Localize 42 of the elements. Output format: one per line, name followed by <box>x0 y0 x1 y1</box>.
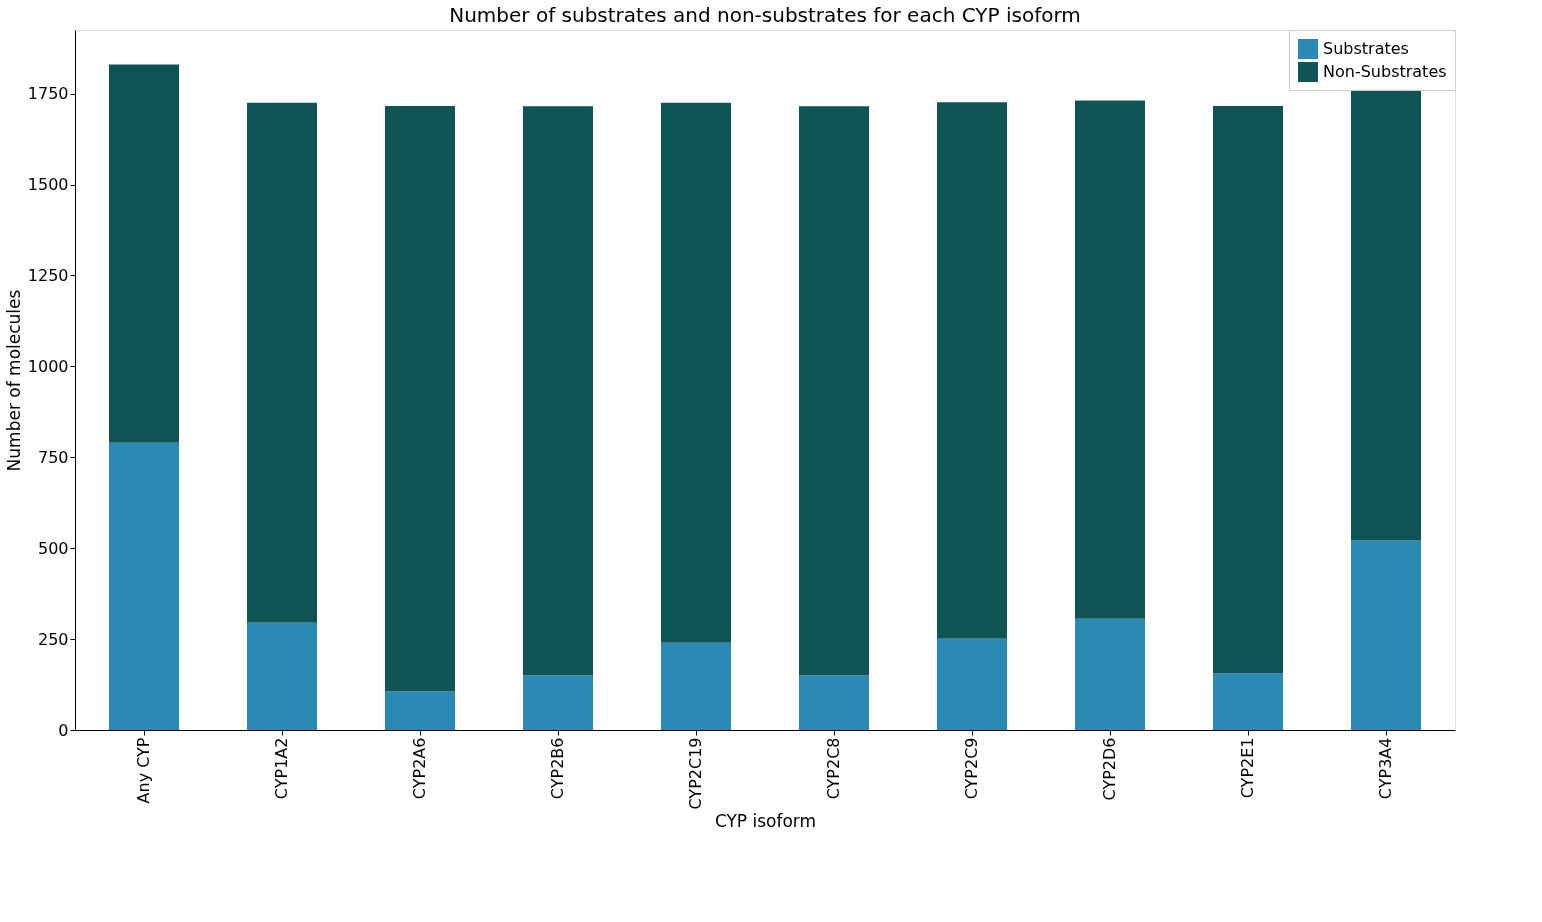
x-tick-label: CYP2E1 <box>1238 737 1257 799</box>
bar <box>247 622 317 730</box>
bar <box>661 102 731 643</box>
y-tick-label: 1750 <box>27 84 69 104</box>
x-tick-label: CYP2D6 <box>1100 737 1119 801</box>
y-tick-label: 750 <box>37 447 69 467</box>
bar <box>1213 106 1283 674</box>
bar <box>109 64 179 443</box>
x-tick-label: CYP3A4 <box>1376 737 1395 800</box>
legend-label: Non-Substrates <box>1323 62 1447 81</box>
bar <box>799 106 869 676</box>
x-tick-label: CYP1A2 <box>272 737 291 800</box>
bar <box>1075 100 1145 619</box>
chart-title: Number of substrates and non-substrates for each CYP isoform <box>449 2 1081 27</box>
bar <box>1351 540 1421 730</box>
x-tick-label: CYP2B6 <box>548 737 567 800</box>
bar <box>523 675 593 730</box>
bar <box>385 106 455 692</box>
y-tick-label: 1000 <box>27 356 69 376</box>
bar <box>661 642 731 730</box>
y-tick-label: 1500 <box>27 175 69 195</box>
x-tick-label: Any CYP <box>134 737 153 804</box>
y-tick-label: 1250 <box>27 265 69 285</box>
bar <box>109 442 179 730</box>
x-tick-label: CYP2C9 <box>962 737 981 800</box>
legend-label: Substrates <box>1323 39 1409 58</box>
x-tick-label: CYP2C8 <box>824 737 843 800</box>
bar <box>937 102 1007 639</box>
x-tick-label: CYP2C19 <box>686 737 705 810</box>
y-tick-label: 250 <box>37 629 69 649</box>
bar <box>937 638 1007 730</box>
bar <box>247 102 317 623</box>
x-axis-title: CYP isoform <box>714 810 817 831</box>
bar <box>523 106 593 676</box>
bar <box>1075 618 1145 730</box>
y-tick-label: 500 <box>37 538 69 558</box>
x-tick-label: CYP2A6 <box>410 737 429 800</box>
y-tick-label: 0 <box>58 720 69 740</box>
bar <box>799 675 869 730</box>
bar <box>1213 673 1283 730</box>
y-axis-title: Number of molecules <box>3 289 24 472</box>
bar <box>385 691 455 730</box>
